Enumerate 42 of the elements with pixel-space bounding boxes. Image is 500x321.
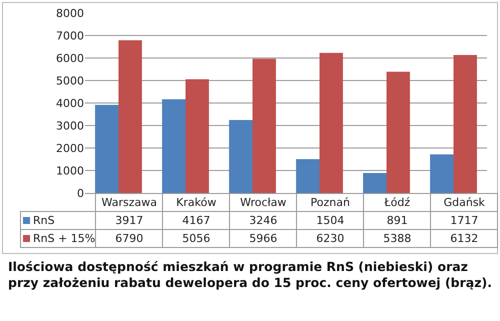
y-tick-label: 5000 <box>56 74 84 88</box>
data-label: 5966 <box>230 230 297 248</box>
x-tick-label: Warszawa <box>96 194 163 212</box>
x-tick-label: Wrocław <box>230 194 297 212</box>
y-tick-label: 8000 <box>56 6 84 20</box>
x-tick-label: Poznań <box>296 194 364 212</box>
bar <box>320 52 343 193</box>
x-tick-label: Kraków <box>162 194 230 212</box>
data-label: 1717 <box>430 212 498 230</box>
data-label: 5056 <box>162 230 230 248</box>
bar <box>186 79 209 193</box>
data-label: 3917 <box>96 212 163 230</box>
y-tick-label: 1000 <box>56 164 84 178</box>
data-label: 6790 <box>96 230 163 248</box>
data-label: 1504 <box>296 212 364 230</box>
data-label: 5388 <box>364 230 431 248</box>
bar <box>118 40 142 193</box>
bar <box>162 99 186 193</box>
data-label: 3246 <box>230 212 297 230</box>
legend-label: RnS <box>20 212 96 230</box>
y-tick-label: 6000 <box>56 52 84 65</box>
bar <box>430 154 454 193</box>
bar <box>229 120 252 193</box>
bar <box>454 55 477 193</box>
bar <box>363 172 386 193</box>
y-tick-label: 3000 <box>56 119 84 132</box>
legend-label: RnS + 15% <box>20 230 96 248</box>
x-tick-label: Gdańsk <box>430 194 498 212</box>
bar <box>95 104 118 193</box>
bar <box>296 159 320 193</box>
data-label: 6230 <box>296 230 364 248</box>
data-label: 4167 <box>162 212 230 230</box>
y-tick-label: 4000 <box>56 96 84 110</box>
data-label: 6132 <box>430 230 498 248</box>
y-tick-label: 0 <box>77 186 84 200</box>
bar <box>386 72 410 193</box>
x-tick-label: Łódź <box>364 194 431 212</box>
y-tick-label: 2000 <box>56 142 84 155</box>
bar <box>252 58 276 193</box>
y-tick-label: 7000 <box>56 29 84 42</box>
data-label: 891 <box>364 212 431 230</box>
text: Ilościowa dostępność mieszkań w programie RnS (niebieski) oraz przy założeniu rabatu dewelopera do 15 proc. ceny ofertowej (brąz). <box>8 259 493 291</box>
